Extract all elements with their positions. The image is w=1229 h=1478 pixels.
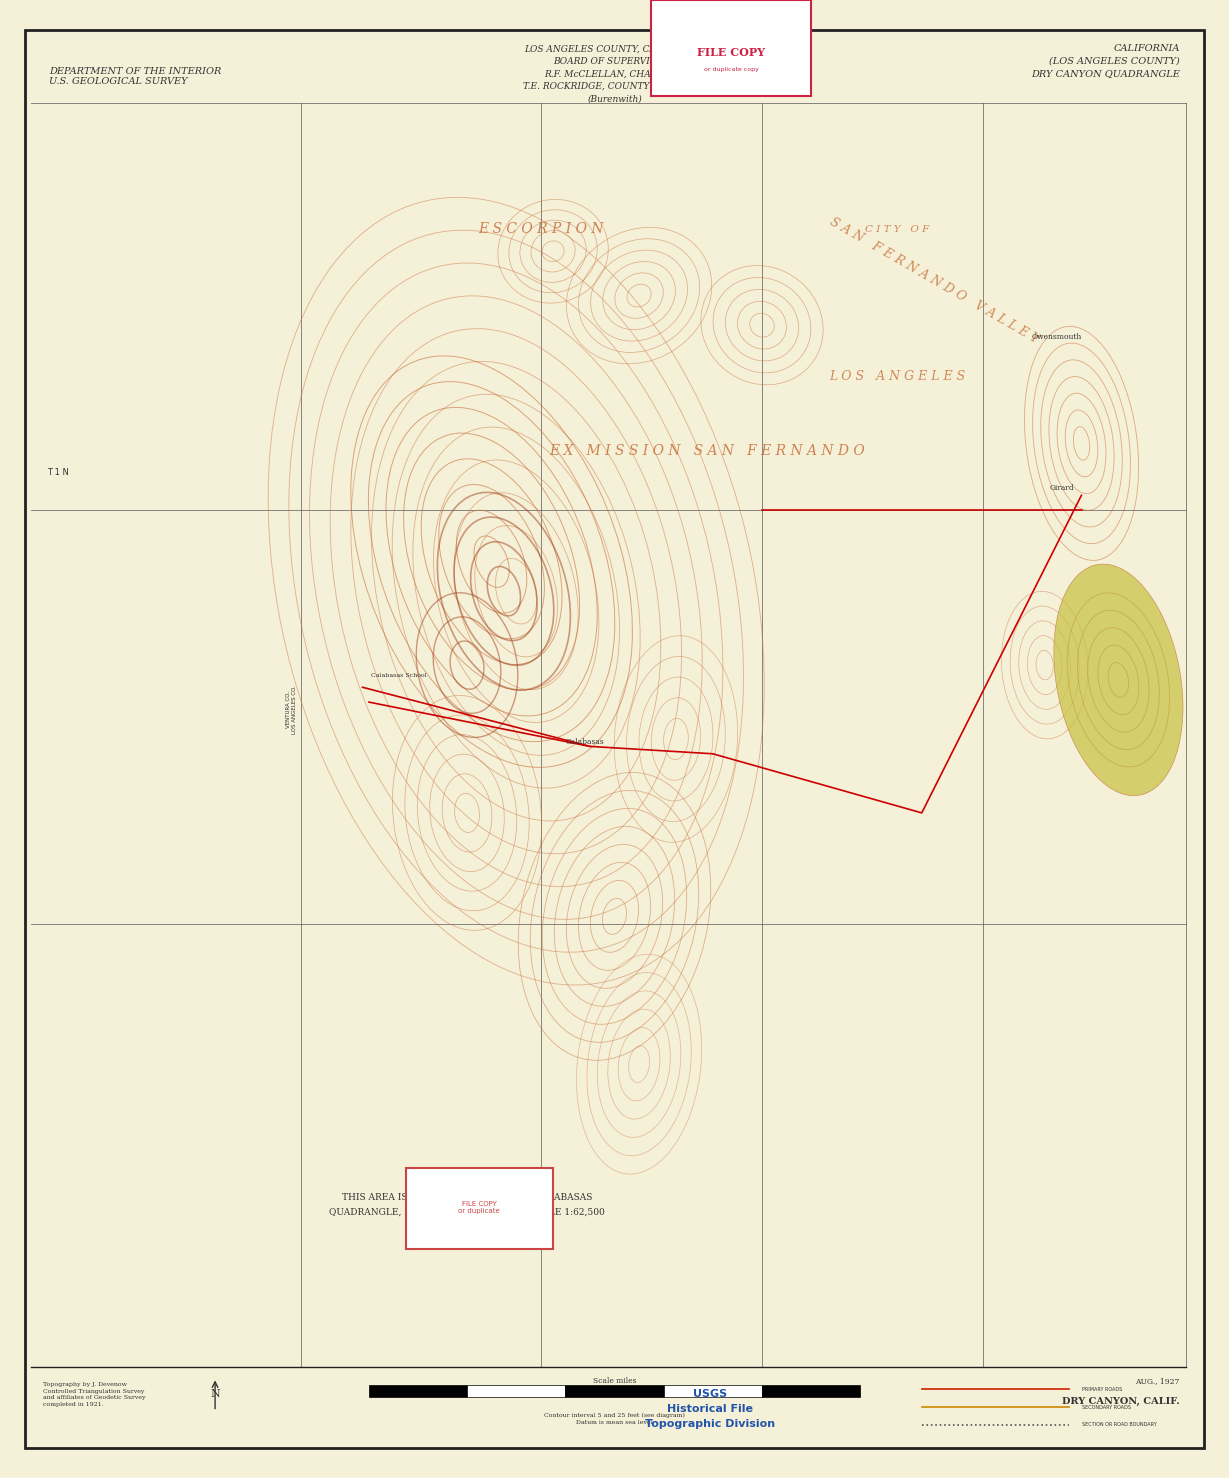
Text: USGS
Historical File
Topographic Division: USGS Historical File Topographic Divisio… [645,1389,775,1429]
Text: LOS ANGELES COUNTY, CALIFORNIA
BOARD OF SUPERVISORS
R.F. McCLELLAN, CHAIRMAN
T.E: LOS ANGELES COUNTY, CALIFORNIA BOARD OF … [524,44,705,103]
Text: Scale miles: Scale miles [592,1377,637,1385]
Text: Contour interval 5 and 25 feet (see diagram)
Datum is mean sea level: Contour interval 5 and 25 feet (see diag… [544,1413,685,1425]
Bar [664,1385,762,1397]
Text: N: N [210,1389,220,1398]
Text: PRIMARY ROADS: PRIMARY ROADS [1082,1386,1122,1392]
Bar [25,103,1180,1375]
Text: DEPARTMENT OF THE INTERIOR
U.S. GEOLOGICAL SURVEY: DEPARTMENT OF THE INTERIOR U.S. GEOLOGIC… [49,67,221,86]
Text: DRY CANYON, CALIF.: DRY CANYON, CALIF. [1062,1397,1180,1406]
Text: FILE COPY
or duplicate: FILE COPY or duplicate [458,1202,500,1213]
Text: Girard: Girard [1050,483,1074,492]
Text: E S C O R P I O N: E S C O R P I O N [478,222,603,236]
Text: Calabasas School: Calabasas School [371,672,426,678]
Text: E X   M I S S I O N   S A N   F E R N A N D O: E X M I S S I O N S A N F E R N A N D O [549,443,864,458]
Ellipse shape [1053,565,1184,795]
Text: AUG., 1927: AUG., 1927 [1136,1377,1180,1385]
Text: VENTURA CO.
LOS ANGELES CO.: VENTURA CO. LOS ANGELES CO. [286,684,296,735]
Text: THIS AREA IS SHOWN ON THE MAP OF CALABASAS
QUADRANGLE, SURVEYED IN 1900-1901, SC: THIS AREA IS SHOWN ON THE MAP OF CALABAS… [329,1193,605,1216]
Bar [369,1385,467,1397]
Bar [31,103,295,1367]
Text: Calabasas: Calabasas [565,738,605,746]
Text: C I T Y   O F: C I T Y O F [865,225,929,234]
Text: Owensmouth: Owensmouth [1032,333,1082,341]
Text: SECONDARY ROADS: SECONDARY ROADS [1082,1404,1131,1410]
Text: T 1 N: T 1 N [47,469,69,477]
Bar [467,1385,565,1397]
FancyBboxPatch shape [651,0,811,96]
Bar [762,1385,860,1397]
Text: SECTION OR ROAD BOUNDARY: SECTION OR ROAD BOUNDARY [1082,1422,1156,1428]
Text: CALIFORNIA
(LOS ANGELES COUNTY)
DRY CANYON QUADRANGLE: CALIFORNIA (LOS ANGELES COUNTY) DRY CANY… [1031,44,1180,78]
Text: S A N   F E R N A N D O   V A L L E Y: S A N F E R N A N D O V A L L E Y [827,216,1041,346]
Text: Topography by J. Devenow
Controlled Triangulation Survey
and affiliates of Geode: Topography by J. Devenow Controlled Tria… [43,1382,145,1407]
Text: L O S   A N G E L E S: L O S A N G E L E S [830,371,965,383]
Bar [565,1385,664,1397]
Bar [406,1168,553,1249]
Text: FILE COPY: FILE COPY [697,47,766,58]
Text: or duplicate copy: or duplicate copy [704,67,758,71]
